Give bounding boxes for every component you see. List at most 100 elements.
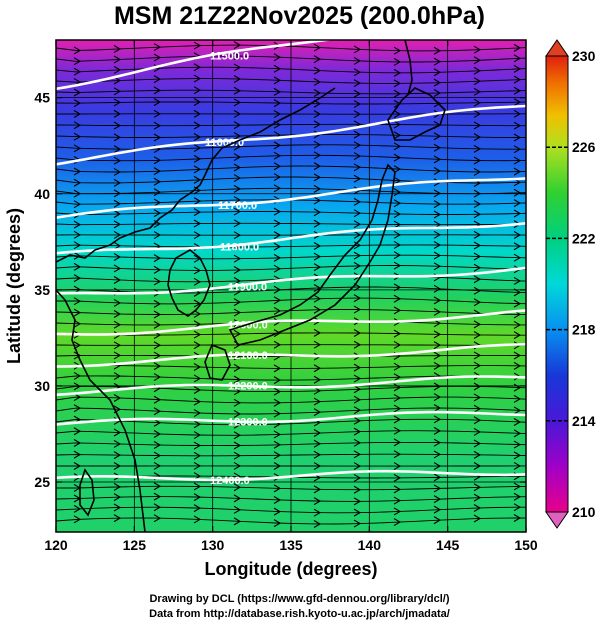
wind-arrowhead: [153, 133, 162, 142]
coastline-korea: [167, 249, 211, 317]
wind-arrowhead: [233, 308, 242, 317]
wind-arrowhead: [513, 418, 522, 426]
map-title: MSM 21Z22Nov2025 (200.0hPa): [113, 2, 485, 30]
wind-arrowhead: [353, 329, 362, 337]
streamline: [56, 506, 526, 514]
wind-arrowhead: [473, 230, 482, 239]
wind-arrowhead: [473, 416, 482, 425]
wind-arrowhead: [273, 76, 282, 85]
wind-arrowhead: [473, 210, 482, 219]
wind-arrowhead: [73, 319, 82, 328]
wind-arrowhead: [393, 131, 402, 140]
wind-arrowhead: [433, 166, 442, 175]
wind-arrowhead: [193, 219, 202, 228]
wind-arrowhead: [353, 508, 362, 517]
wind-arrowhead: [353, 395, 362, 404]
wind-arrowhead: [233, 86, 242, 95]
wind-arrowhead: [433, 516, 442, 525]
wind-arrowhead: [273, 306, 282, 315]
wind-arrowhead: [393, 306, 402, 315]
wind-arrowhead: [353, 438, 362, 447]
wind-arrowhead: [433, 361, 442, 370]
wind-arrowhead: [433, 241, 442, 250]
wind-arrowhead: [513, 299, 522, 308]
y-tick-label: 40: [34, 186, 50, 202]
contour-label: 11800.0: [220, 242, 259, 254]
wind-arrowhead: [193, 154, 202, 163]
wind-arrowhead: [433, 189, 442, 198]
wind-arrowhead: [113, 372, 122, 381]
wind-arrowhead: [113, 167, 122, 176]
wind-arrowhead: [193, 451, 202, 460]
wind-arrowhead: [433, 307, 442, 316]
wind-arrowhead: [393, 473, 402, 482]
wind-arrowhead: [473, 200, 482, 209]
wind-arrowhead: [153, 53, 162, 62]
contour-label: 12100.0: [228, 350, 268, 362]
x-axis: 120 125 130 135 140 145 150: [44, 40, 538, 553]
coastline-taiwan: [79, 468, 95, 517]
wind-arrowhead: [73, 371, 82, 380]
wind-arrowhead: [393, 261, 402, 270]
wind-arrowhead: [353, 363, 362, 372]
wind-arrowhead: [233, 109, 242, 118]
coastline-kyushu: [204, 343, 231, 381]
coastline-sakhalin: [404, 40, 413, 96]
wind-arrowhead: [73, 46, 82, 55]
wind-arrowhead: [153, 451, 162, 460]
wind-arrowhead: [513, 429, 522, 438]
contour-line: [56, 410, 526, 426]
wind-arrowhead: [233, 52, 242, 61]
wind-arrowhead: [193, 386, 202, 394]
wind-arrowhead: [393, 438, 402, 447]
wind-arrowhead: [433, 319, 442, 328]
wind-arrowhead: [233, 494, 242, 503]
streamline: [56, 332, 526, 336]
wind-arrowhead: [513, 253, 522, 262]
streamline: [56, 199, 526, 205]
wind-arrowhead: [473, 189, 482, 198]
wind-arrowhead: [313, 340, 322, 349]
wind-arrowhead: [153, 373, 162, 382]
wind-arrowhead: [273, 87, 282, 96]
streamline: [56, 165, 526, 173]
wind-arrowhead: [273, 264, 282, 273]
contour-label: 11500.0: [210, 50, 249, 62]
wind-arrowhead: [473, 493, 482, 502]
streamline: [56, 453, 526, 457]
wind-arrowhead: [313, 242, 322, 250]
wind-arrowhead: [313, 196, 322, 205]
wind-arrowhead: [473, 167, 482, 176]
wind-arrowhead: [193, 420, 202, 429]
wind-arrowhead: [433, 495, 442, 504]
wind-arrowhead: [73, 220, 82, 229]
wind-arrowhead: [73, 99, 82, 108]
wind-arrowhead: [193, 330, 202, 339]
wind-arrowhead: [73, 132, 82, 141]
streamline: [56, 430, 526, 436]
wind-arrowhead: [233, 409, 242, 418]
wind-arrowhead: [313, 252, 322, 261]
wind-arrowhead: [433, 262, 442, 271]
wind-arrowhead: [353, 100, 362, 109]
wind-arrowhead: [153, 299, 162, 308]
contour-line: [56, 266, 526, 295]
colorbar-body: [545, 55, 569, 513]
wind-arrowhead: [73, 241, 82, 250]
wind-arrowhead: [273, 484, 282, 493]
wind-arrowhead: [153, 418, 162, 427]
wind-arrowhead: [433, 341, 442, 350]
wind-arrowhead: [273, 253, 282, 262]
contour-line: [56, 343, 526, 368]
wind-arrowhead: [233, 142, 242, 151]
x-axis-label: Longitude (degrees): [204, 559, 377, 579]
wind-arrowhead: [393, 404, 402, 413]
wind-arrowhead: [233, 63, 242, 72]
wind-arrowhead: [153, 362, 162, 371]
wind-arrowhead: [193, 144, 202, 153]
x-tick-label: 120: [44, 537, 68, 553]
wind-arrowhead: [153, 86, 162, 95]
wind-arrowhead: [433, 438, 442, 447]
wind-arrowhead: [433, 296, 442, 305]
wind-arrowhead: [393, 362, 402, 371]
